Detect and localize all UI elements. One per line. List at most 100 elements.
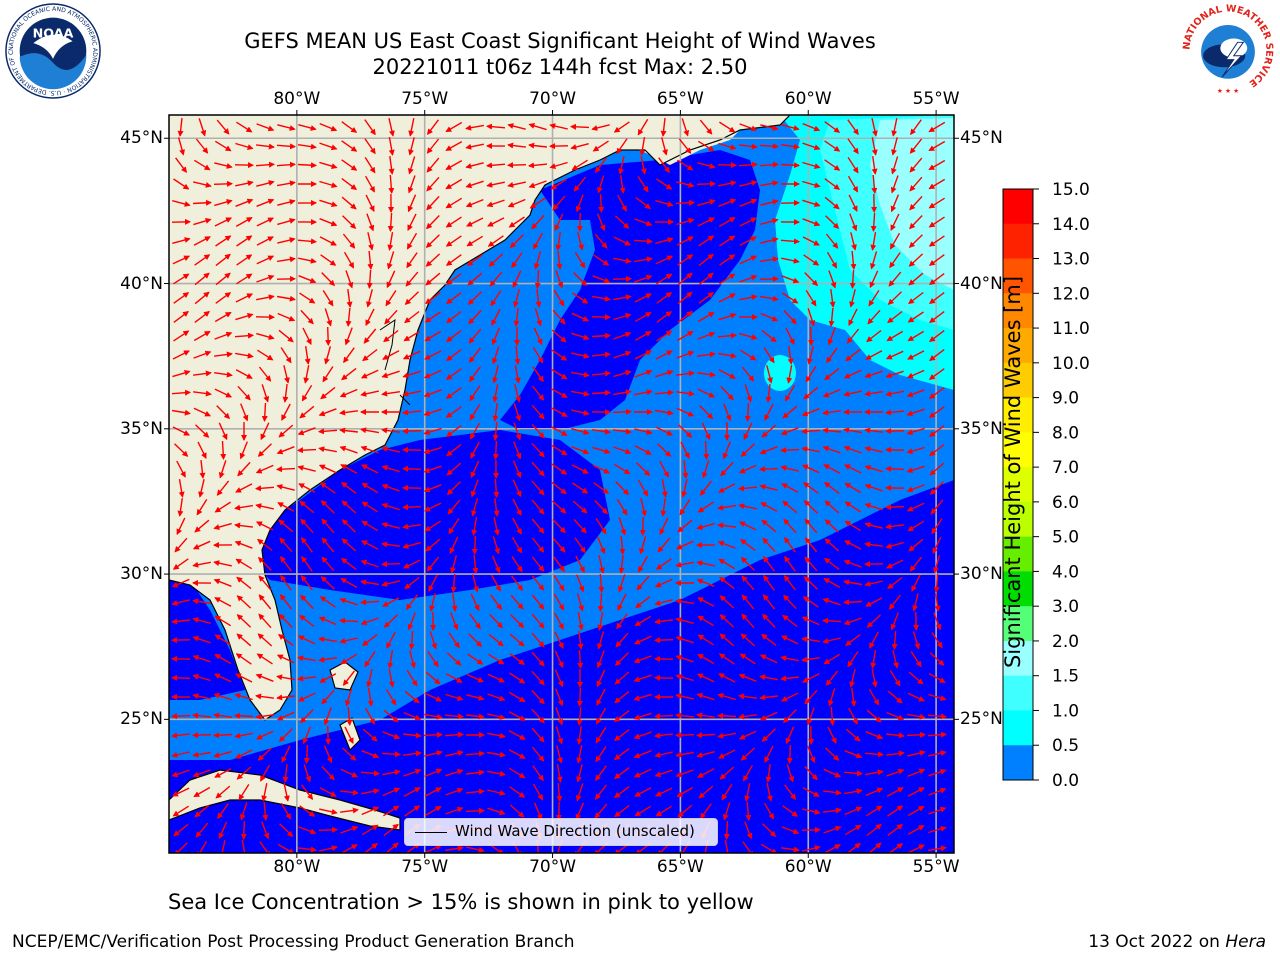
direction-arrow bbox=[512, 479, 522, 498]
colorbar-tick-label: 4.0 bbox=[1052, 562, 1079, 582]
direction-arrow bbox=[381, 464, 400, 473]
direction-arrow bbox=[280, 574, 292, 591]
direction-arrow bbox=[932, 536, 942, 555]
direction-arrow bbox=[619, 535, 626, 555]
direction-arrow bbox=[235, 293, 253, 303]
direction-arrow bbox=[339, 445, 358, 454]
direction-arrow bbox=[261, 402, 268, 422]
direction-arrow bbox=[824, 519, 839, 533]
direction-arrow bbox=[780, 447, 800, 454]
direction-arrow bbox=[340, 557, 357, 570]
direction-arrow bbox=[886, 330, 904, 342]
direction-arrow bbox=[571, 409, 590, 416]
direction-arrow bbox=[215, 272, 231, 286]
direction-arrow bbox=[549, 123, 568, 130]
direction-arrow bbox=[697, 388, 716, 398]
direction-arrow bbox=[276, 484, 295, 491]
direction-arrow bbox=[843, 599, 863, 606]
direction-arrow bbox=[364, 175, 376, 193]
direction-arrow bbox=[236, 576, 252, 590]
direction-arrow bbox=[298, 275, 317, 284]
direction-arrow bbox=[824, 196, 840, 210]
direction-arrow bbox=[214, 199, 233, 207]
direction-arrow bbox=[404, 576, 420, 590]
direction-arrow bbox=[255, 464, 274, 474]
direction-arrow bbox=[639, 536, 647, 555]
direction-arrow bbox=[319, 596, 336, 608]
colorbar-tick-label: 12.0 bbox=[1052, 284, 1090, 304]
direction-arrow bbox=[341, 538, 357, 552]
direction-arrow bbox=[697, 331, 716, 340]
direction-arrow bbox=[655, 199, 674, 207]
direction-arrow bbox=[552, 309, 566, 325]
direction-arrow bbox=[446, 443, 462, 457]
direction-arrow bbox=[723, 403, 732, 422]
direction-arrow bbox=[465, 162, 484, 169]
direction-arrow bbox=[848, 194, 858, 213]
colorbar-segment bbox=[1003, 223, 1033, 260]
direction-arrow bbox=[509, 234, 524, 249]
direction-arrow bbox=[276, 180, 296, 187]
direction-arrow bbox=[761, 329, 777, 343]
direction-arrow bbox=[864, 580, 883, 587]
colorbar-segment bbox=[1003, 745, 1033, 781]
direction-arrow bbox=[426, 195, 440, 211]
direction-arrow bbox=[697, 311, 715, 323]
direction-arrow bbox=[320, 500, 335, 514]
direction-arrow bbox=[402, 559, 421, 569]
direction-arrow bbox=[640, 498, 647, 517]
direction-arrow bbox=[445, 178, 463, 190]
direction-arrow bbox=[424, 292, 441, 304]
direction-arrow bbox=[493, 498, 500, 517]
direction-arrow bbox=[615, 481, 630, 496]
direction-arrow bbox=[555, 231, 562, 251]
colorbar-tick-label: 5.0 bbox=[1052, 528, 1079, 548]
y-tick-label-right: 35°N bbox=[960, 418, 1003, 439]
direction-arrow bbox=[865, 597, 883, 607]
direction-arrow bbox=[234, 522, 253, 529]
direction-arrow bbox=[192, 598, 212, 605]
direction-arrow bbox=[341, 178, 358, 190]
direction-arrow bbox=[890, 194, 900, 213]
direction-arrow bbox=[656, 330, 673, 342]
direction-arrow bbox=[172, 426, 190, 436]
direction-arrow bbox=[256, 274, 275, 283]
direction-arrow bbox=[300, 518, 314, 534]
direction-arrow bbox=[407, 213, 417, 231]
direction-arrow bbox=[640, 156, 647, 175]
direction-arrow bbox=[741, 366, 755, 382]
direction-arrow bbox=[172, 200, 191, 207]
direction-arrow bbox=[341, 367, 357, 381]
colorbar-tick-label: 1.5 bbox=[1052, 667, 1079, 687]
direction-arrow bbox=[199, 460, 206, 479]
x-tick-label-top: 60°W bbox=[784, 89, 832, 109]
direction-arrow bbox=[280, 555, 292, 572]
footer-host: Hera bbox=[1225, 932, 1266, 952]
direction-arrow bbox=[490, 290, 502, 307]
direction-arrow bbox=[740, 556, 755, 571]
direction-arrow bbox=[866, 329, 882, 343]
direction-arrow bbox=[801, 464, 820, 474]
direction-arrow bbox=[765, 384, 772, 403]
direction-arrow bbox=[465, 807, 485, 814]
direction-arrow bbox=[843, 579, 863, 586]
direction-arrow bbox=[492, 440, 499, 460]
direction-arrow bbox=[619, 174, 626, 194]
direction-arrow bbox=[678, 138, 692, 154]
direction-arrow bbox=[256, 521, 274, 531]
direction-arrow bbox=[929, 481, 944, 496]
direction-arrow bbox=[782, 292, 799, 304]
direction-arrow bbox=[572, 500, 588, 514]
direction-arrow bbox=[739, 198, 758, 207]
direction-arrow bbox=[871, 174, 878, 194]
direction-arrow bbox=[551, 329, 567, 343]
direction-arrow bbox=[257, 538, 273, 552]
direction-arrow bbox=[655, 426, 674, 436]
direction-arrow bbox=[470, 460, 480, 479]
direction-arrow bbox=[218, 460, 227, 479]
direction-arrow bbox=[196, 499, 208, 516]
direction-arrow bbox=[613, 370, 632, 378]
direction-arrow bbox=[864, 370, 883, 379]
direction-arrow bbox=[402, 541, 421, 549]
direction-arrow bbox=[929, 443, 945, 457]
